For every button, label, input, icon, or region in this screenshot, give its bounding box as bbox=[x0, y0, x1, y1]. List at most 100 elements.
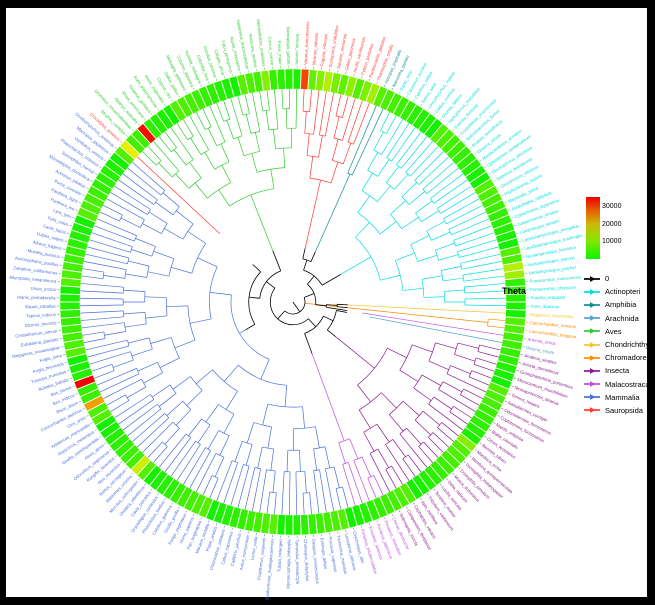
branch bbox=[207, 430, 220, 450]
branch bbox=[250, 194, 274, 251]
leaf-tick bbox=[171, 99, 173, 102]
branch bbox=[367, 152, 379, 171]
branch bbox=[114, 185, 133, 199]
branch bbox=[453, 232, 473, 241]
leaf-label: Parus_major bbox=[277, 40, 283, 65]
heatmap-cell bbox=[477, 185, 499, 203]
leaf-tick bbox=[62, 354, 66, 356]
branch bbox=[310, 251, 316, 262]
leaf-label: Ailurus_fulgens bbox=[32, 240, 62, 251]
branch bbox=[324, 114, 330, 137]
branch bbox=[182, 465, 195, 485]
branch bbox=[259, 91, 264, 112]
branch bbox=[407, 454, 422, 473]
branch bbox=[302, 493, 305, 515]
branch bbox=[186, 390, 203, 406]
leaf-tick bbox=[223, 525, 225, 528]
branch bbox=[381, 392, 397, 409]
leaf-tick bbox=[361, 76, 363, 79]
heatmap-cell bbox=[136, 123, 157, 144]
leaf-tick bbox=[86, 187, 89, 189]
heatmap-cell bbox=[71, 367, 94, 382]
branch bbox=[272, 250, 278, 261]
leaf-tick bbox=[64, 362, 68, 364]
heatmap-cell bbox=[162, 104, 181, 126]
branch bbox=[304, 333, 309, 344]
heatmap-cell bbox=[293, 68, 302, 90]
branch bbox=[102, 322, 125, 326]
leaf-tick bbox=[64, 240, 68, 242]
branch bbox=[380, 112, 391, 131]
branch bbox=[245, 114, 252, 134]
heatmap-cell bbox=[155, 474, 174, 496]
leaf-tick bbox=[99, 435, 102, 438]
heatmap-cell bbox=[99, 421, 121, 440]
leaf-label: Ursus_arctos bbox=[30, 286, 56, 292]
branch bbox=[158, 136, 172, 152]
branch bbox=[307, 343, 313, 354]
leaf-tick bbox=[513, 377, 517, 380]
legend-label: Sauropsida bbox=[605, 405, 643, 415]
leaf-tick bbox=[413, 502, 415, 505]
branch bbox=[381, 136, 393, 155]
branch bbox=[367, 477, 377, 499]
heatmap-cell bbox=[465, 421, 487, 440]
leaf-tick bbox=[215, 522, 218, 526]
branch bbox=[155, 201, 174, 216]
leaf-label: Corvus_corone bbox=[267, 36, 275, 66]
heatmap-cell bbox=[205, 499, 221, 522]
leaf-label: Amazona_aestiva bbox=[248, 33, 258, 68]
leaf-tick bbox=[368, 78, 371, 82]
branch bbox=[457, 245, 478, 253]
heatmap-cell bbox=[228, 75, 242, 98]
branch bbox=[484, 275, 505, 279]
heatmap-cell bbox=[236, 73, 249, 96]
leaf-tick bbox=[497, 415, 500, 417]
theta-label: Theta bbox=[502, 286, 527, 296]
branch bbox=[123, 311, 146, 315]
heatmap-cell bbox=[169, 482, 187, 504]
branch bbox=[158, 450, 173, 468]
branch bbox=[327, 329, 336, 338]
branch bbox=[249, 467, 256, 489]
leaf-label: Huso_dauricus bbox=[530, 304, 559, 309]
branch bbox=[394, 173, 409, 190]
branch bbox=[224, 460, 233, 481]
leaf-tick bbox=[452, 129, 455, 132]
heatmap-cell bbox=[131, 128, 151, 149]
leaf-tick bbox=[99, 166, 102, 169]
root-branch bbox=[292, 301, 301, 313]
heatmap-cell bbox=[79, 388, 102, 405]
branch bbox=[445, 416, 464, 431]
leaf-tick bbox=[125, 467, 128, 470]
branch bbox=[423, 296, 445, 298]
leaf-tick bbox=[508, 209, 511, 211]
branch bbox=[337, 303, 348, 306]
branch bbox=[454, 354, 476, 362]
branch bbox=[376, 423, 390, 443]
branch bbox=[175, 210, 194, 225]
heatmap-cell bbox=[329, 510, 342, 532]
heatmap-cell bbox=[62, 331, 84, 343]
leaf-label: Pogona_vitticeps bbox=[319, 33, 328, 66]
leaf-tick bbox=[94, 173, 98, 175]
branch bbox=[234, 441, 243, 462]
leaf-label: Caenorhabditis_briggsae bbox=[528, 328, 577, 339]
legend-label: Actinopteri bbox=[605, 287, 641, 297]
branch bbox=[319, 113, 324, 136]
branch bbox=[182, 440, 196, 460]
branch bbox=[131, 348, 153, 357]
leaf-tick bbox=[78, 201, 82, 204]
heatmap-cell bbox=[322, 71, 334, 93]
branch bbox=[336, 310, 348, 313]
legend-item: Chondrichthyes bbox=[584, 338, 655, 351]
branch bbox=[335, 336, 375, 369]
branch bbox=[395, 252, 415, 261]
heatmap-cell bbox=[79, 199, 102, 216]
leaf-label: Lemur_catta bbox=[250, 536, 259, 561]
heatmap-cell bbox=[412, 108, 431, 130]
heatmap-cell bbox=[490, 374, 513, 390]
branch bbox=[399, 369, 419, 382]
branch bbox=[266, 491, 271, 514]
